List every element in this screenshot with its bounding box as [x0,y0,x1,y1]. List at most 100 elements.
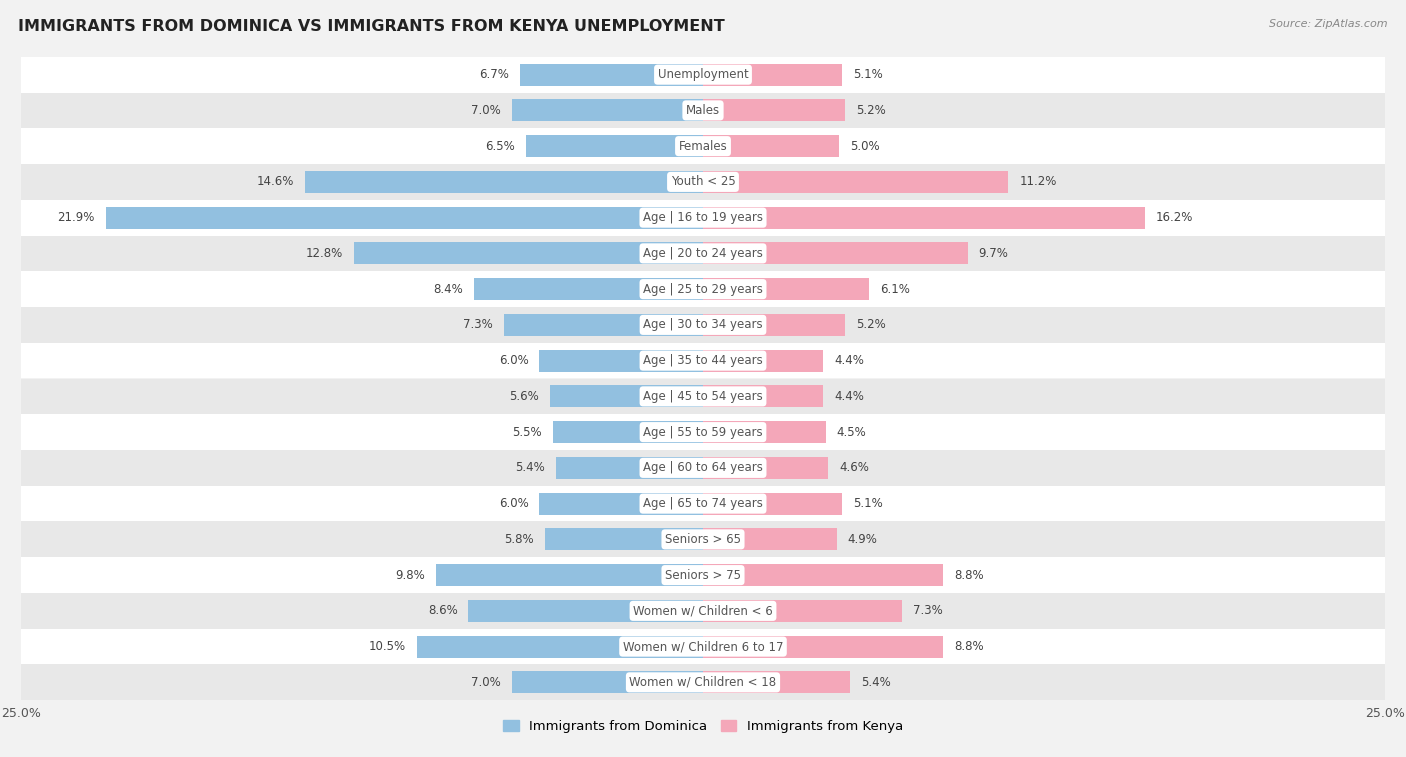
Bar [21,378,1385,414]
Text: 7.3%: 7.3% [912,604,943,618]
Text: 16.2%: 16.2% [1156,211,1194,224]
Bar [512,671,703,693]
Bar [468,600,703,622]
Text: 8.6%: 8.6% [427,604,457,618]
Text: 12.8%: 12.8% [305,247,343,260]
Bar [703,207,1144,229]
Bar [436,564,703,586]
Text: 5.2%: 5.2% [856,319,886,332]
Bar [703,99,845,121]
Text: 10.5%: 10.5% [368,640,406,653]
Text: 11.2%: 11.2% [1019,176,1057,188]
Text: Women w/ Children < 6: Women w/ Children < 6 [633,604,773,618]
Text: 4.4%: 4.4% [834,354,863,367]
Text: 21.9%: 21.9% [58,211,94,224]
Text: Age | 55 to 59 years: Age | 55 to 59 years [643,425,763,438]
Text: Seniors > 75: Seniors > 75 [665,569,741,581]
Bar [105,207,703,229]
Bar [21,522,1385,557]
Text: 6.5%: 6.5% [485,139,515,153]
Text: Women w/ Children < 18: Women w/ Children < 18 [630,676,776,689]
Text: 5.1%: 5.1% [853,497,883,510]
Bar [703,671,851,693]
Text: Youth < 25: Youth < 25 [671,176,735,188]
Bar [21,92,1385,128]
Text: 4.5%: 4.5% [837,425,866,438]
Bar [503,314,703,336]
Text: 6.1%: 6.1% [880,282,910,296]
Bar [544,528,703,550]
Bar [21,57,1385,92]
Bar [703,456,828,479]
Bar [305,171,703,193]
Bar [703,314,845,336]
Text: Unemployment: Unemployment [658,68,748,81]
Text: Age | 60 to 64 years: Age | 60 to 64 years [643,461,763,475]
Text: 5.1%: 5.1% [853,68,883,81]
Bar [21,307,1385,343]
Bar [512,99,703,121]
Bar [21,414,1385,450]
Bar [21,450,1385,486]
Bar [703,385,823,407]
Text: 6.7%: 6.7% [479,68,509,81]
Bar [520,64,703,86]
Bar [703,600,903,622]
Text: 5.5%: 5.5% [512,425,543,438]
Bar [555,456,703,479]
Text: 5.8%: 5.8% [505,533,534,546]
Bar [703,493,842,515]
Text: 14.6%: 14.6% [256,176,294,188]
Text: 7.0%: 7.0% [471,104,501,117]
Text: 5.6%: 5.6% [509,390,540,403]
Text: 4.6%: 4.6% [839,461,869,475]
Bar [21,665,1385,700]
Text: Age | 30 to 34 years: Age | 30 to 34 years [643,319,763,332]
Text: 5.2%: 5.2% [856,104,886,117]
Text: Age | 25 to 29 years: Age | 25 to 29 years [643,282,763,296]
Bar [550,385,703,407]
Text: 5.4%: 5.4% [862,676,891,689]
Bar [354,242,703,264]
Text: Age | 20 to 24 years: Age | 20 to 24 years [643,247,763,260]
Bar [703,64,842,86]
Text: 8.8%: 8.8% [953,569,984,581]
Text: IMMIGRANTS FROM DOMINICA VS IMMIGRANTS FROM KENYA UNEMPLOYMENT: IMMIGRANTS FROM DOMINICA VS IMMIGRANTS F… [18,19,725,34]
Text: Females: Females [679,139,727,153]
Text: 5.0%: 5.0% [851,139,880,153]
Bar [703,528,837,550]
Text: 6.0%: 6.0% [499,497,529,510]
Text: 4.4%: 4.4% [834,390,863,403]
Text: 7.3%: 7.3% [463,319,494,332]
Text: 8.4%: 8.4% [433,282,463,296]
Bar [703,171,1008,193]
Text: 7.0%: 7.0% [471,676,501,689]
Bar [21,128,1385,164]
Bar [553,421,703,443]
Bar [703,421,825,443]
Bar [703,242,967,264]
Bar [21,271,1385,307]
Text: Age | 65 to 74 years: Age | 65 to 74 years [643,497,763,510]
Bar [21,164,1385,200]
Text: 8.8%: 8.8% [953,640,984,653]
Text: Source: ZipAtlas.com: Source: ZipAtlas.com [1270,19,1388,29]
Text: Women w/ Children 6 to 17: Women w/ Children 6 to 17 [623,640,783,653]
Bar [21,486,1385,522]
Text: 5.4%: 5.4% [515,461,544,475]
Text: 9.7%: 9.7% [979,247,1008,260]
Text: Age | 35 to 44 years: Age | 35 to 44 years [643,354,763,367]
Bar [21,593,1385,629]
Bar [703,278,869,301]
Text: Age | 16 to 19 years: Age | 16 to 19 years [643,211,763,224]
Bar [540,493,703,515]
Text: 6.0%: 6.0% [499,354,529,367]
Text: 9.8%: 9.8% [395,569,425,581]
Bar [526,135,703,157]
Text: Seniors > 65: Seniors > 65 [665,533,741,546]
Text: 4.9%: 4.9% [848,533,877,546]
Bar [21,235,1385,271]
Bar [21,557,1385,593]
Bar [21,200,1385,235]
Bar [21,343,1385,378]
